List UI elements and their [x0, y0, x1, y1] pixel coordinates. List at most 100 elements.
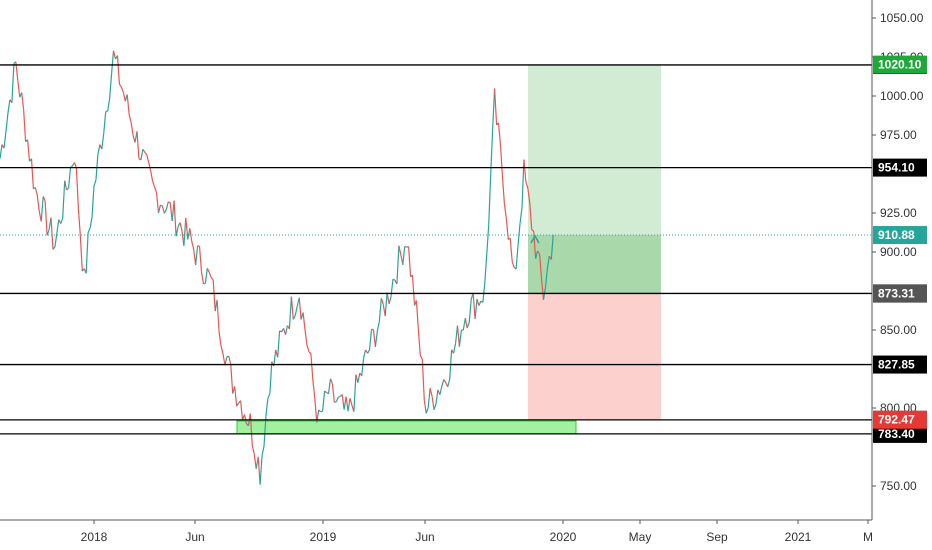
price-segment — [173, 200, 177, 237]
price-segment — [130, 122, 134, 136]
price-segment — [503, 203, 507, 219]
support-box — [236, 420, 577, 435]
price-segment — [306, 344, 310, 353]
price-segment — [243, 414, 247, 424]
price-segment — [494, 88, 498, 126]
price-segment — [240, 400, 244, 420]
x-tick-label: 2020 — [550, 530, 577, 544]
price-segment — [101, 132, 105, 150]
price-segment — [425, 407, 429, 414]
price-segment — [484, 253, 488, 284]
price-segment — [427, 388, 431, 408]
price-segment — [525, 181, 529, 189]
price-segment — [148, 162, 152, 172]
price-segment — [505, 218, 509, 240]
price-segment — [374, 330, 378, 347]
price-segment — [294, 306, 298, 316]
price-segment — [185, 217, 189, 240]
price-segment — [372, 329, 376, 347]
price-segment — [17, 80, 21, 98]
price-segment — [531, 229, 535, 232]
price-segment — [234, 386, 238, 407]
price-segment — [417, 329, 421, 356]
trend-arrow-icon — [530, 234, 540, 244]
x-tick-label: Jun — [185, 530, 204, 544]
price-segment — [388, 296, 392, 305]
price-segment — [308, 351, 312, 354]
price-segment — [208, 272, 212, 278]
level-badge-text: 954.10 — [878, 161, 915, 175]
price-segment — [312, 380, 316, 399]
price-segment — [454, 325, 459, 344]
price-segment — [56, 219, 60, 234]
price-segment — [11, 63, 15, 103]
price-badge-bg — [873, 226, 927, 245]
price-segment — [320, 410, 323, 413]
price-segment — [334, 401, 337, 403]
price-segment — [165, 201, 169, 210]
price-segment — [73, 162, 77, 169]
price-segment — [203, 282, 206, 285]
price-segment — [160, 204, 163, 207]
price-segment — [515, 244, 519, 270]
price-segment — [27, 139, 31, 162]
price-segment — [168, 201, 171, 204]
price-segment — [478, 300, 482, 306]
price-segment — [527, 188, 531, 203]
time-axis[interactable]: 2018 Jun 2019 Jun 2020 May Sep 2021 M — [81, 520, 873, 544]
price-segment — [154, 186, 158, 193]
price-segment — [343, 396, 347, 410]
price-segment — [109, 73, 113, 100]
level-badge: 827.85 — [873, 355, 927, 374]
price-segment — [331, 383, 335, 403]
price-segment — [191, 241, 195, 250]
price-segment — [338, 396, 341, 398]
price-segment — [322, 390, 326, 412]
price-segment — [40, 196, 44, 222]
price-segment — [408, 246, 412, 277]
price-segment — [411, 274, 416, 306]
price-segment — [466, 322, 470, 329]
price-segment — [329, 378, 333, 385]
price-segment — [36, 195, 40, 212]
price-segment — [544, 268, 548, 288]
price-badge-bg — [873, 55, 927, 74]
price-segment — [52, 246, 56, 250]
level-badge-bg — [873, 424, 927, 443]
price-segment — [253, 453, 257, 469]
price-segment — [68, 167, 72, 188]
price-segment — [392, 278, 396, 281]
price-segment — [521, 159, 525, 208]
price-segment — [458, 330, 462, 347]
x-tick-label: M — [863, 530, 873, 544]
price-segment — [529, 202, 533, 230]
x-tick-label: May — [629, 530, 652, 544]
price-segment — [136, 131, 140, 159]
price-segment — [111, 50, 115, 74]
price-badge-bg — [873, 410, 927, 429]
price-segment — [380, 298, 384, 305]
x-tick-label: Jun — [415, 530, 434, 544]
price-segment — [42, 196, 46, 202]
price-segment — [476, 298, 480, 306]
price-segment — [34, 187, 38, 196]
price-badge: 1020.10 — [873, 55, 927, 74]
price-segment — [386, 292, 390, 305]
price-segment — [5, 113, 9, 133]
price-segment — [357, 372, 361, 383]
x-tick-label: 2021 — [785, 530, 812, 544]
price-segment — [540, 278, 545, 300]
level-badge-bg — [873, 158, 927, 177]
y-tick-label: 925.00 — [880, 206, 917, 220]
price-segment — [361, 357, 365, 376]
price-segment — [517, 223, 521, 245]
price-segment — [433, 403, 437, 410]
profit-zone — [528, 64, 661, 294]
price-segment — [539, 254, 543, 279]
price-segment — [91, 186, 95, 218]
price-segment — [273, 349, 277, 367]
price-segment — [105, 110, 108, 113]
price-segment — [302, 312, 306, 331]
price-segment — [179, 222, 183, 231]
